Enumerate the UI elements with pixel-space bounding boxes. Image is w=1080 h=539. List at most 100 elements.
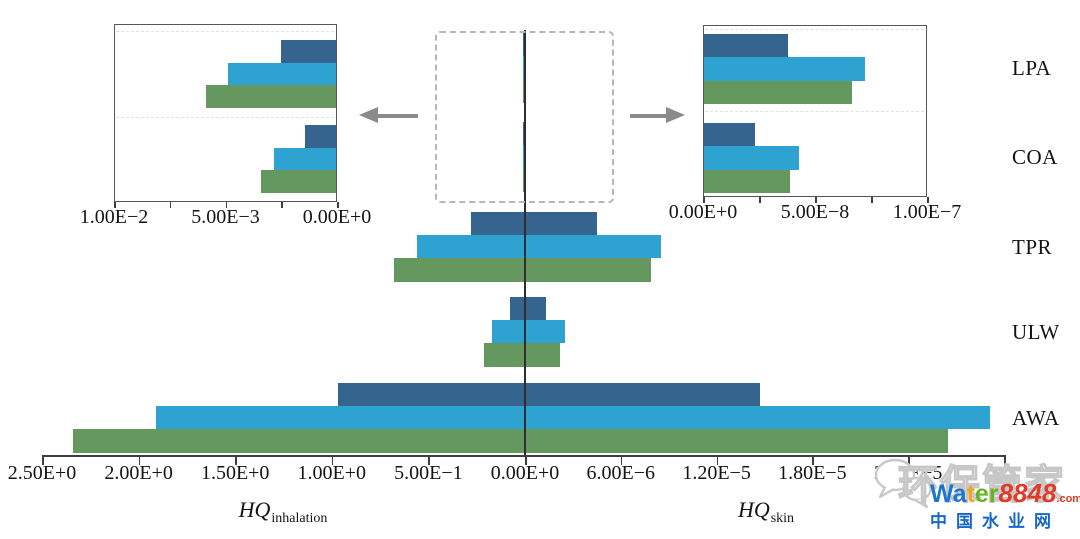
inset-bar [274,147,336,171]
category-label-ulw: ULW [1012,319,1060,344]
inset-bar [206,85,336,108]
bar [470,212,525,236]
bar [525,429,949,453]
inset-axis-tick [225,202,227,208]
right-arrow-icon [666,107,685,123]
watermark: 环保管家 Water8848.com 中国水业网 [868,452,1080,539]
axis-tick [716,457,719,465]
axis-tick [620,457,623,465]
bar [525,406,990,430]
inset-bar [704,80,853,104]
axis-tick [428,457,430,465]
center-zero-line [524,30,526,455]
bar [525,235,661,259]
inset-inhalation-zoom [114,24,337,202]
inset-axis-tick [337,202,339,208]
bar [523,145,525,169]
logo-seg-t: t [966,480,975,508]
bar [523,168,525,192]
zero-tick [525,457,527,465]
inset-bar [228,62,336,86]
logo-seg-com: .com [1056,493,1080,505]
bar [72,429,525,453]
inset-bar [305,125,336,148]
watermark-site-logo: Water8848.com [930,478,1080,509]
inset-gridline [705,29,924,30]
inset-tick-label: 5.00E−3 [191,206,260,228]
left-axis-title-sub: inhalation [271,511,328,526]
bar [484,343,525,367]
inset-bar [704,146,800,170]
x-tick-label: 5.00E−1 [394,462,463,484]
inset-bar [704,123,755,147]
category-label-awa: AWA [1012,405,1060,430]
inset-bar [261,170,336,193]
wechat-bubbles-icon [874,458,932,509]
inset-gridline [116,117,334,118]
inset-tick-label: 0.00E+0 [668,201,738,223]
left-arrow-icon [359,107,378,123]
bar [509,297,525,321]
inset-axis-tick [927,197,929,203]
inset-skin-zoom [703,25,927,197]
inset-tick-label: 5.00E−8 [780,201,850,223]
bar [155,406,525,430]
bar [337,383,525,407]
bar [525,343,561,367]
bar [525,383,760,407]
bar [523,122,525,146]
bar [525,320,565,344]
axis-tick [235,457,237,465]
inset-axis-tick [169,202,172,208]
right-axis-title: HQskin [738,497,794,526]
bar [416,235,525,259]
inset-tick-label: 0.00E+0 [302,206,372,228]
x-tick-label: 1.80E−5 [778,462,847,484]
inset-axis-tick [815,197,817,203]
x-axis-line [42,455,1006,457]
bar [492,320,525,344]
x-tick-label: 2.00E+0 [104,462,173,484]
axis-tick [812,457,814,465]
watermark-caption: 中国水业网 [930,512,1060,531]
left-arrow-shaft [377,113,418,118]
axis-tick [138,457,141,465]
category-label-tpr: TPR [1012,234,1053,259]
bar [523,79,525,103]
category-label-lpa: LPA [1012,55,1052,80]
logo-seg-er: er [974,480,999,508]
bar [523,56,525,80]
axis-tick [908,457,910,465]
inset-bar [281,40,336,63]
watermark-outline-text: 环保管家 [897,462,1066,507]
bar [393,258,525,282]
bar [525,297,546,321]
axis-tick [331,457,334,465]
logo-seg-wa: Wa [930,480,967,508]
axis-tick [42,457,44,465]
inset-bar [704,34,788,58]
x-tick-label: 2.50E+0 [7,462,77,484]
zoom-region-dashed-box [435,31,614,203]
inset-axis-tick [871,197,873,203]
inset-axis-tick [703,197,705,203]
x-tick-label: 1.50E+0 [200,462,270,484]
left-axis-title-main: HQ [238,497,271,522]
x-tick-label: 1.00E+0 [297,462,367,484]
inset-tick-label: 1.00E−7 [892,201,962,223]
left-axis-title: HQinhalation [238,497,328,526]
x-tick-label: 1.20E−5 [682,462,751,484]
bar [525,212,597,236]
inset-axis-tick [114,202,116,208]
bar [523,33,525,57]
x-tick-label: 6.00E−6 [586,462,656,484]
axis-end-tick [1004,457,1006,465]
category-label-coa: COA [1012,144,1058,169]
inset-axis-tick [281,202,283,208]
zero-tick-label: 0.00E+0 [490,462,560,484]
bar [525,258,652,282]
inset-gridline [705,111,924,112]
